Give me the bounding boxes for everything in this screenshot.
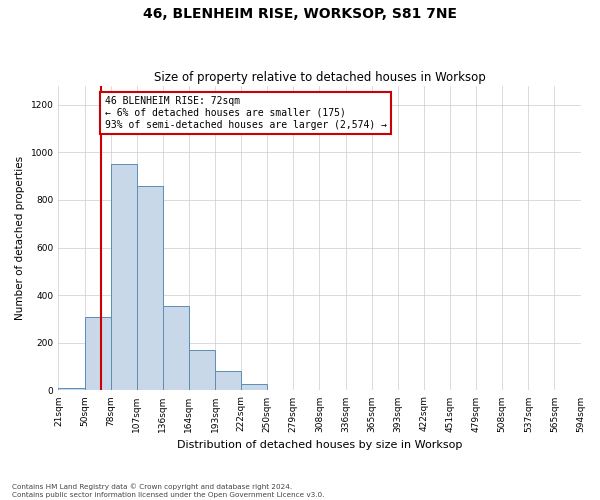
Text: 46, BLENHEIM RISE, WORKSOP, S81 7NE: 46, BLENHEIM RISE, WORKSOP, S81 7NE (143, 8, 457, 22)
Bar (110, 164, 137, 390)
Bar (58, 388, 85, 390)
Bar (215, 372, 241, 390)
Bar (189, 350, 215, 391)
X-axis label: Distribution of detached houses by size in Worksop: Distribution of detached houses by size … (177, 440, 462, 450)
Bar (85, 316, 110, 390)
Text: 46 BLENHEIM RISE: 72sqm
← 6% of detached houses are smaller (175)
93% of semi-de: 46 BLENHEIM RISE: 72sqm ← 6% of detached… (104, 96, 386, 130)
Y-axis label: Number of detached properties: Number of detached properties (15, 156, 25, 320)
Bar (163, 306, 189, 390)
Text: Contains HM Land Registry data © Crown copyright and database right 2024.
Contai: Contains HM Land Registry data © Crown c… (12, 484, 325, 498)
Title: Size of property relative to detached houses in Worksop: Size of property relative to detached ho… (154, 72, 485, 85)
Bar (137, 186, 163, 390)
Bar (241, 384, 267, 390)
